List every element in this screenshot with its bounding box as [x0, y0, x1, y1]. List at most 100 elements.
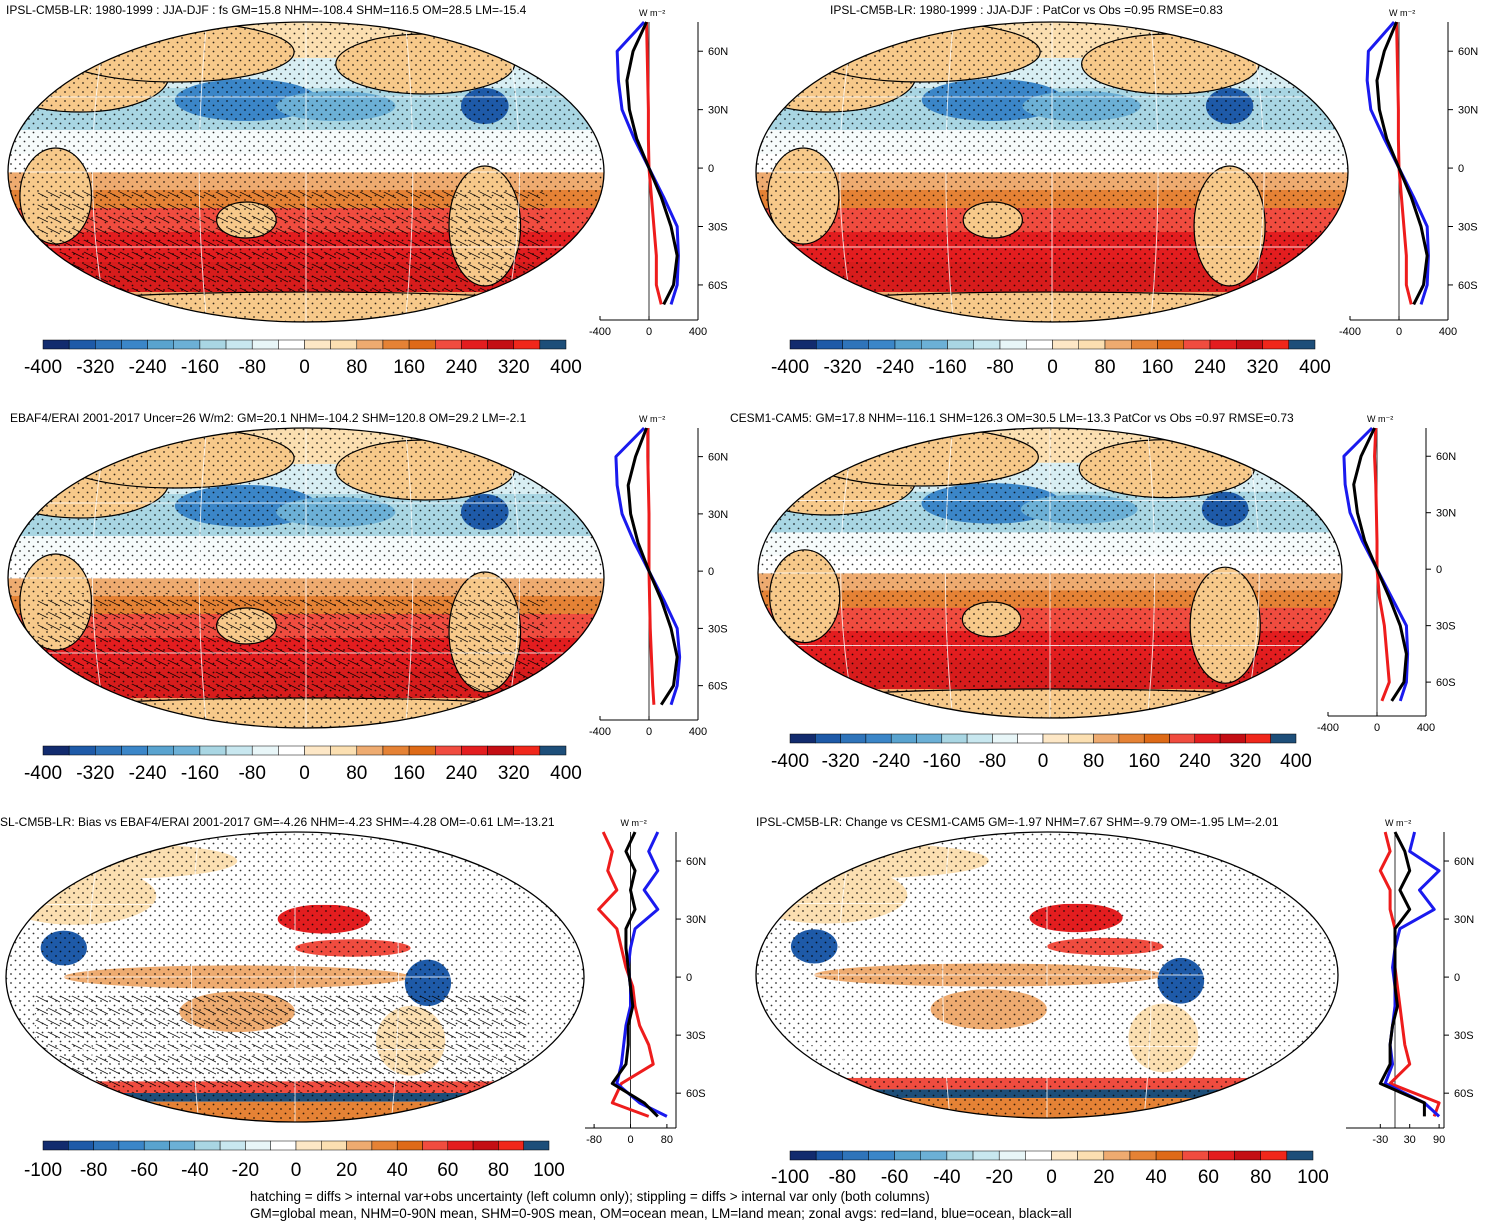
zonal-x-label: 400 [1439, 326, 1457, 338]
colorbar-label: 40 [1146, 1167, 1167, 1188]
colorbar-swatch [998, 1150, 1026, 1161]
colorbar-label: -240 [129, 357, 167, 378]
colorbar-swatch [1260, 1150, 1288, 1161]
zonal-x-label: 400 [689, 326, 707, 338]
colorbar-label: -320 [76, 357, 114, 378]
colorbar-swatch [330, 339, 358, 350]
lat-label: 30S [1454, 1030, 1474, 1042]
colorbar-swatch [842, 1150, 869, 1161]
colorbar-label: 160 [1142, 357, 1174, 378]
map-outline [755, 21, 1349, 323]
colorbar-label: 100 [1297, 1167, 1329, 1188]
colorbar-label: -160 [928, 357, 966, 378]
colorbar-label: 80 [488, 1160, 509, 1181]
colorbar-label: 80 [1250, 1167, 1271, 1188]
colorbar-label: -80 [238, 357, 265, 378]
colorbar-swatch [513, 339, 541, 350]
colorbar-swatch [1209, 339, 1237, 350]
lat-label: 30N [1458, 105, 1478, 117]
colorbar-label: 160 [393, 357, 425, 378]
colorbar-swatch [487, 339, 514, 350]
colorbar-swatch [1051, 1150, 1078, 1161]
panel-title: CESM1-CAM5: GM=17.8 NHM=-116.1 SHM=126.3… [730, 411, 1294, 425]
colorbar-label: 240 [446, 357, 478, 378]
colorbar-swatch [840, 733, 867, 744]
zonal-unit: W m⁻² [639, 414, 665, 424]
colorbar-label: 0 [1046, 1167, 1057, 1188]
panel-p6: IPSL-CM5B-LR: Change vs CESM1-CAM5 GM=-1… [755, 815, 1474, 1188]
lat-label: 0 [708, 566, 714, 578]
colorbar-swatch [992, 733, 1018, 744]
lat-label: 60N [708, 452, 728, 464]
colorbar-swatch [95, 745, 122, 756]
colorbar-swatch [1219, 733, 1246, 744]
zonal-x-label: 80 [661, 1134, 673, 1146]
colorbar-label: 100 [533, 1160, 565, 1181]
colorbar-swatch [973, 339, 1001, 350]
colorbar-swatch [815, 1150, 843, 1161]
colorbar-swatch [1042, 733, 1069, 744]
colorbar-swatch [947, 339, 974, 350]
colorbar-swatch [498, 1140, 524, 1151]
zonal-line-all [625, 21, 679, 306]
colorbar-label: 400 [550, 763, 582, 784]
lat-label: 0 [1436, 564, 1442, 576]
hatching [37, 187, 545, 292]
zonal-x-label: -30 [1372, 1134, 1388, 1146]
colorbar-swatch [1194, 733, 1221, 744]
lat-label: 60S [1454, 1088, 1474, 1100]
lat-label: 30N [708, 105, 728, 117]
zonal-x-label: 30 [1404, 1134, 1416, 1146]
map-outline [5, 831, 585, 1123]
zonal-x-label: 400 [689, 726, 707, 738]
lat-label: 30S [708, 222, 728, 234]
colorbar-swatch [225, 339, 253, 350]
colorbar-swatch [789, 1150, 817, 1161]
colorbar-label: 0 [291, 1160, 302, 1181]
colorbar-swatch [865, 733, 892, 744]
colorbar-swatch [169, 1140, 196, 1151]
zonal-x-label: -400 [1317, 722, 1339, 734]
colorbar-label: -80 [979, 751, 1006, 772]
colorbar-label: 60 [1198, 1167, 1219, 1188]
zonal-line-land [597, 831, 655, 1118]
map-field [8, 428, 604, 728]
colorbar-label: -240 [129, 763, 167, 784]
colorbar-label: 60 [437, 1160, 458, 1181]
colorbar-swatch [68, 745, 96, 756]
colorbar-swatch [42, 745, 70, 756]
colorbar-swatch [143, 1140, 170, 1151]
colorbar-swatch [251, 745, 279, 756]
zonal-x-label: -400 [589, 326, 611, 338]
lat-label: 60S [708, 681, 728, 693]
colorbar-label: 400 [1299, 357, 1331, 378]
lat-label: 30N [1436, 508, 1456, 520]
lat-label: 30N [686, 914, 706, 926]
colorbar-swatch [1077, 1150, 1105, 1161]
colorbar-label: -100 [771, 1167, 809, 1188]
colorbar-swatch [1288, 339, 1316, 350]
colorbar-swatch [539, 745, 567, 756]
colorbar-swatch [42, 339, 70, 350]
zonal-unit: W m⁻² [1367, 414, 1393, 424]
colorbar-swatch [435, 339, 462, 350]
lat-label: 60S [1458, 280, 1478, 292]
colorbar-label: -40 [181, 1160, 208, 1181]
map-field [758, 428, 1342, 718]
colorbar-swatch [1025, 1150, 1052, 1161]
map-outline [757, 427, 1343, 719]
colorbar-label: -40 [933, 1167, 960, 1188]
colorbar-swatch [382, 339, 410, 350]
colorbar-swatch [1270, 733, 1297, 744]
colorbar-label: 40 [387, 1160, 408, 1181]
colorbar-swatch [1208, 1150, 1235, 1161]
lat-label: 30S [1458, 222, 1478, 234]
colorbar-label: 240 [446, 763, 478, 784]
panel-p4: CESM1-CAM5: GM=17.8 NHM=-116.1 SHM=126.3… [730, 411, 1456, 772]
colorbar-label: 160 [393, 763, 425, 784]
colorbar-label: -20 [232, 1160, 259, 1181]
map-field [756, 832, 1338, 1118]
colorbar-swatch [147, 745, 175, 756]
colorbar-label: 80 [346, 763, 367, 784]
